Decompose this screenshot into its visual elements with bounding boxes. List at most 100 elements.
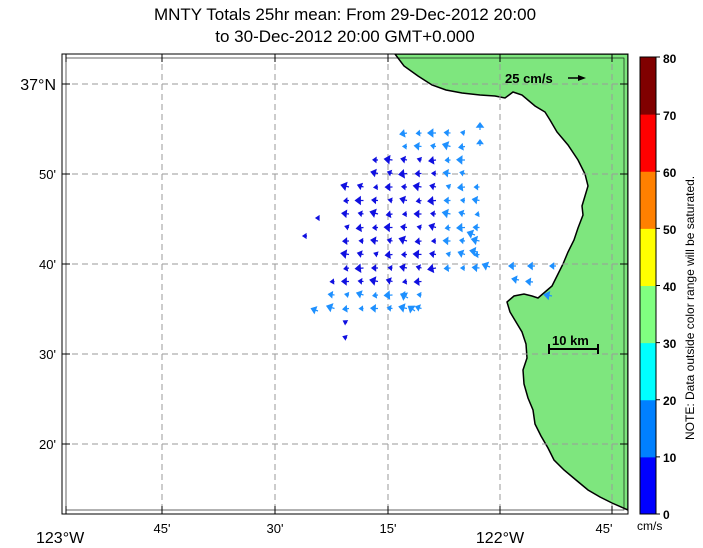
current-arrow [372, 224, 379, 232]
current-arrow [428, 155, 437, 165]
current-arrow [325, 303, 335, 313]
colorbar-tick-20: 20 [663, 394, 677, 408]
current-arrow [416, 156, 423, 163]
current-arrow [342, 304, 350, 313]
current-arrow [310, 306, 319, 315]
current-arrow [476, 139, 484, 146]
current-arrow [444, 156, 451, 164]
colorbar-segment [640, 456, 656, 515]
current-arrow [414, 237, 422, 246]
current-arrow [474, 210, 480, 218]
current-arrow [473, 251, 480, 259]
current-arrow [429, 182, 437, 191]
title-line-1: MNTY Totals 25hr mean: From 29-Dec-2012 … [153, 5, 537, 24]
current-arrow [354, 195, 364, 206]
current-arrow [407, 305, 416, 314]
current-arrow [543, 290, 553, 301]
y-label-4: 20' [39, 437, 56, 452]
colorbar-tick-60: 60 [663, 166, 677, 180]
current-arrow [527, 261, 535, 271]
current-arrow [459, 169, 466, 177]
current-arrow [344, 224, 350, 231]
colorbar-frame [639, 56, 657, 515]
current-arrow [342, 320, 349, 326]
current-arrow [369, 208, 379, 218]
current-arrow [414, 304, 422, 312]
colorbar-segment [640, 399, 656, 458]
current-arrow [401, 251, 408, 258]
current-arrow [343, 197, 350, 205]
current-arrow [341, 209, 350, 219]
current-arrow [471, 263, 480, 273]
current-arrow [355, 223, 364, 233]
current-arrow [458, 209, 466, 218]
current-arrow [340, 249, 350, 259]
colorbar-labels: 0 10 20 30 40 50 60 70 80 cm/s [637, 52, 677, 533]
plot-inner-frame [65, 57, 625, 511]
current-arrow [472, 223, 480, 232]
reference-vector-label: 25 cm/s [505, 71, 553, 86]
current-arrow [342, 334, 348, 341]
x-axis-labels: 123°W 45' 30' 15' 122°W 45' [36, 521, 612, 547]
colorbar-segment [640, 228, 656, 286]
land-mass [394, 54, 628, 511]
current-arrow [400, 223, 408, 232]
current-arrow [415, 197, 422, 205]
current-arrow [549, 262, 556, 270]
current-arrow [383, 154, 393, 165]
map-title: MNTY Totals 25hr mean: From 29-Dec-2012 … [62, 4, 628, 48]
current-arrow [399, 195, 408, 205]
current-arrow [372, 291, 379, 299]
current-arrow [372, 183, 379, 191]
current-arrow [398, 303, 408, 313]
current-arrow [466, 229, 476, 239]
current-arrow [341, 277, 350, 286]
current-vectors [301, 122, 556, 341]
current-arrow [329, 278, 335, 285]
current-arrow [384, 182, 393, 192]
current-arrow [441, 208, 451, 219]
current-arrow [442, 168, 451, 178]
current-arrow [412, 249, 422, 260]
current-arrow [401, 143, 408, 150]
current-arrow [385, 277, 393, 285]
current-arrow [473, 183, 480, 191]
colorbar-tick-40: 40 [663, 280, 677, 294]
current-arrow [481, 261, 491, 271]
current-arrow [443, 128, 451, 137]
colorbar-tick-80: 80 [663, 52, 677, 66]
colorbar-segment [640, 342, 656, 401]
current-arrow [344, 291, 350, 298]
current-arrow [445, 183, 452, 190]
current-arrow [400, 292, 409, 301]
current-arrow [475, 122, 485, 130]
current-arrow [385, 210, 393, 219]
current-arrow [413, 277, 422, 286]
colorbar-segment [640, 171, 656, 229]
current-arrow [457, 182, 466, 192]
grid [62, 54, 628, 514]
saturation-note: NOTE: Data outside color range will be s… [683, 176, 697, 440]
reference-vector-arrow [568, 75, 586, 81]
current-arrow [428, 222, 437, 232]
current-arrow [415, 264, 422, 271]
current-arrow [430, 142, 437, 150]
current-arrow [386, 304, 393, 312]
current-arrow [413, 141, 422, 151]
current-arrow [457, 249, 466, 258]
current-arrow [427, 128, 436, 138]
current-arrow [400, 155, 408, 164]
current-arrow [371, 264, 378, 272]
colorbar-tick-50: 50 [663, 223, 677, 237]
current-arrow [386, 169, 393, 177]
current-arrow [358, 305, 364, 312]
current-arrow [327, 290, 335, 299]
plot-frame [61, 53, 629, 515]
current-arrow [398, 235, 408, 245]
current-arrow [383, 222, 393, 233]
current-arrow [511, 275, 520, 284]
colorbar-tick-30: 30 [663, 337, 677, 351]
current-arrow [401, 210, 408, 218]
current-arrow [416, 224, 422, 231]
